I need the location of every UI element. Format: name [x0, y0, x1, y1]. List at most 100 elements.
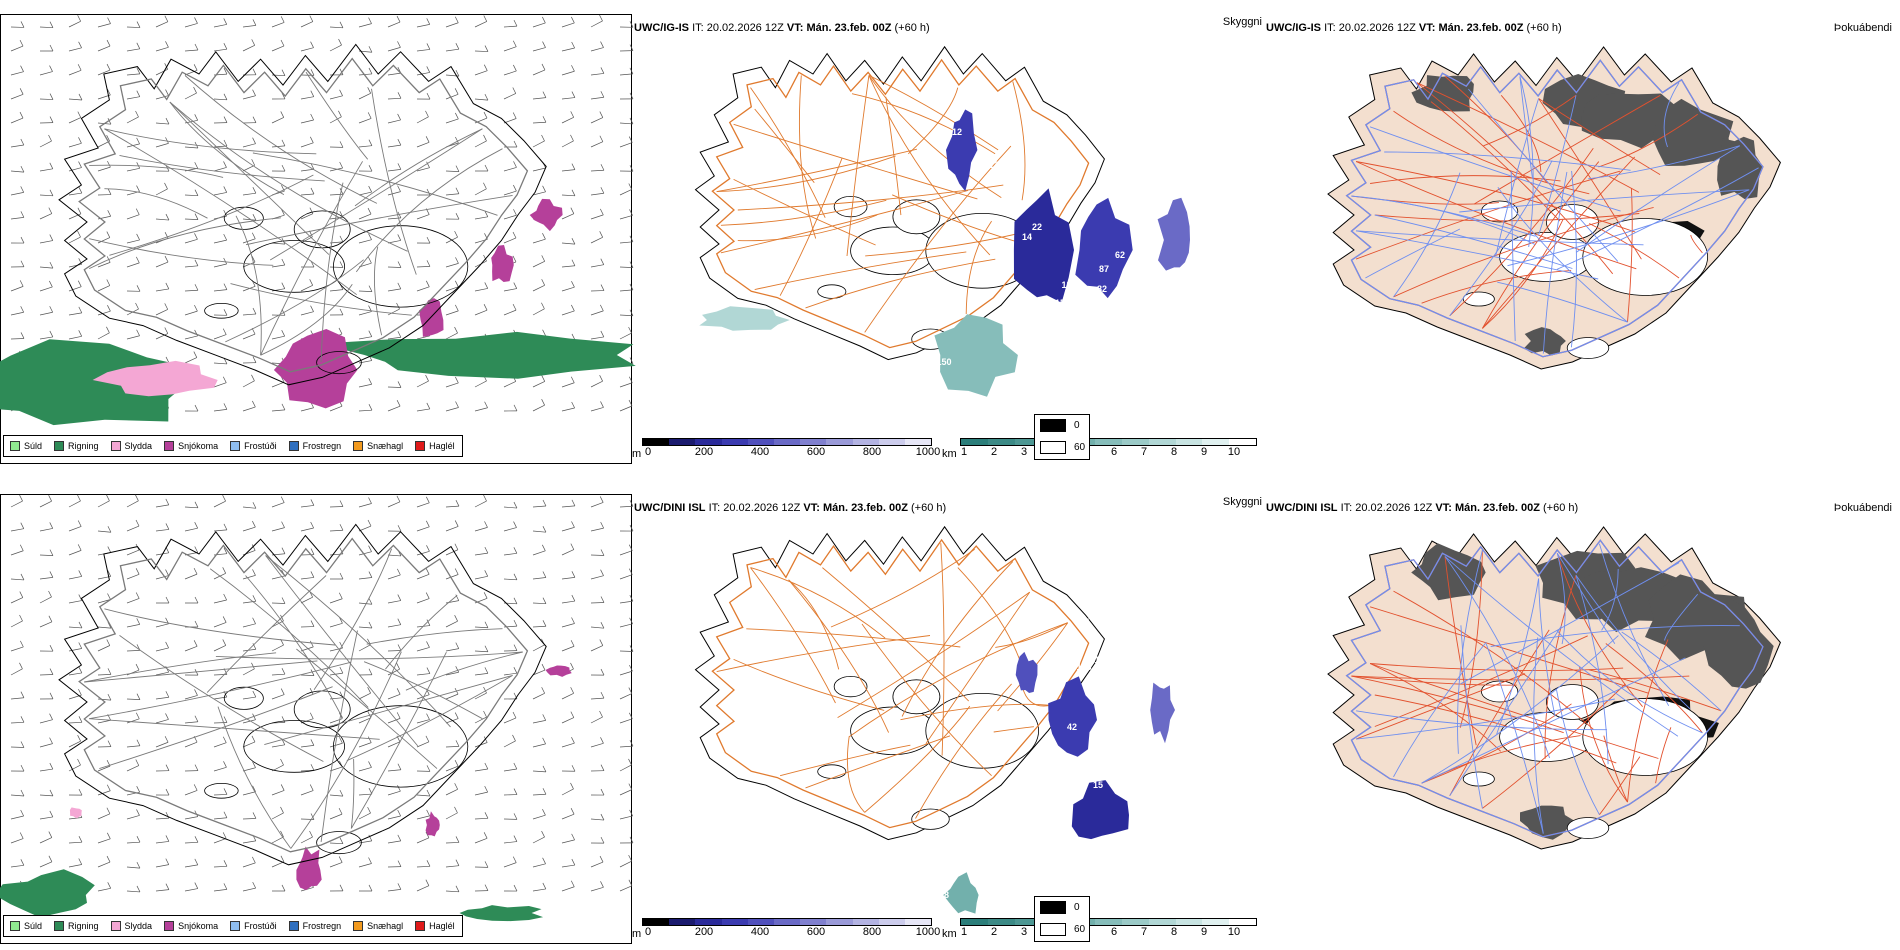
valid-time-label: VT:	[803, 502, 820, 514]
legend-swatch	[415, 441, 426, 451]
legend-swatch	[230, 921, 241, 931]
colorbar-cell	[826, 919, 853, 925]
low-cloudbase-area	[1150, 682, 1175, 744]
colorbar-cells	[642, 438, 932, 446]
low-visibility-area	[699, 306, 790, 331]
cloudbase-value-label: 17	[1012, 177, 1022, 187]
colorbar-cell	[1202, 439, 1230, 445]
legend-label: Rigning	[68, 441, 99, 451]
colorbar-cell	[721, 439, 748, 445]
legend-swatch	[353, 441, 364, 451]
model-name: UWC/DINI ISL	[634, 502, 706, 514]
colorbar-cell	[1229, 439, 1256, 445]
legend-label: Snjókoma	[178, 921, 219, 931]
cloudbase-colorbar: m 0 200 400 600 800 1000	[632, 918, 940, 940]
colorbar-tick-label: 800	[862, 446, 882, 458]
legend-item-súld: Súld	[10, 441, 42, 451]
legend-item-súld: Súld	[10, 921, 42, 931]
lead-time: (+60 h)	[1526, 22, 1562, 34]
visibility-colorbar: km12345678910	[942, 438, 1257, 460]
legend-swatch	[353, 921, 364, 931]
colorbar-cell	[643, 439, 670, 445]
model-name: UWC/DINI ISL	[1266, 502, 1338, 514]
legend-swatch	[10, 921, 20, 931]
cloudbase-value-label: 150	[936, 357, 951, 367]
low-cloudbase-area	[1157, 197, 1190, 271]
fog-index-legend: 0 60	[1034, 896, 1090, 942]
legend-item-haglél: Haglél	[415, 441, 455, 451]
cloudbase-value-label: 134	[1074, 617, 1089, 627]
cloudbase-value-label: 81	[1115, 759, 1125, 769]
legend-label: Rigning	[68, 921, 99, 931]
low-cloudbase-area	[1071, 780, 1129, 840]
fog-legend-item: 0	[1040, 901, 1080, 914]
colorbar-cell	[1175, 439, 1203, 445]
issue-time-label: IT:	[1324, 22, 1336, 34]
colorbar-cell	[961, 919, 988, 925]
colorbar-cell	[747, 919, 774, 925]
colorbar-tick-label: 8	[1170, 446, 1178, 458]
map-header: UWC/IG-IS IT: 20.02.2026 12Z VT: Mán. 23…	[634, 22, 930, 34]
legend-label: Haglél	[429, 921, 455, 931]
colorbar-tick-label: 400	[750, 446, 770, 458]
fog-index-panel: UWC/IG-IS IT: 20.02.2026 12Z VT: Mán. 23…	[1034, 0, 1900, 470]
colorbar-ticks: 0 200 400 600 800 1000	[642, 446, 940, 458]
colorbar-tick-label: 9	[1200, 926, 1208, 938]
valid-time-label: VT:	[1435, 502, 1452, 514]
legend-label: Snæhagl	[367, 921, 404, 931]
fog-legend-label: 0	[1074, 420, 1080, 431]
legend-label: Frostregn	[302, 441, 342, 451]
snow-area	[296, 846, 322, 891]
colorbar-cell	[773, 439, 801, 445]
low-cloudbase-area	[1075, 197, 1133, 299]
legend-swatch	[288, 921, 299, 931]
colorbar-cell	[878, 919, 905, 925]
legend-swatch	[288, 441, 299, 451]
cloudbase-visibility-map[interactable]: 12 12 9 22 62 87 82 21 135 15 136 150 29 65 17 14	[632, 30, 1262, 440]
cloudbase-value-label: 65	[1147, 262, 1157, 272]
fog-index-map[interactable]	[1262, 30, 1900, 440]
road-network	[1345, 539, 1764, 838]
colorbar-cells	[642, 918, 932, 926]
cloudbase-value-label: 29	[1095, 602, 1105, 612]
legend-item-frostregn: Frostregn	[288, 921, 341, 931]
cloudbase-visibility-map[interactable]: 134 133 168 130 75 42 81 15 95 28 29	[632, 510, 1262, 920]
sleet-area	[92, 360, 218, 397]
colorbar-tick-label: 0	[644, 926, 652, 938]
glacier-outlines	[817, 676, 1040, 830]
cloudbase-value-label: 168	[1094, 655, 1109, 665]
legend-swatch	[110, 921, 121, 931]
visibility-title: Skyggni	[1222, 496, 1262, 508]
cloudbase-value-label: 15	[1055, 298, 1065, 308]
colorbar-tick-label: 800	[862, 926, 882, 938]
legend-swatch	[415, 921, 426, 931]
colorbar-tick-label: 3	[1020, 926, 1028, 938]
fog-index-title: Þokuábendi	[1833, 22, 1892, 34]
colorbar-cell	[643, 919, 670, 925]
road-network	[1345, 59, 1764, 358]
issue-time-label: IT:	[1340, 502, 1353, 514]
snow-area	[529, 198, 563, 232]
fog-legend-label: 0	[1074, 902, 1080, 913]
colorbar-cell	[721, 919, 748, 925]
legend-item-snjókoma: Snjókoma	[164, 921, 218, 931]
colorbar-tick-label: 8	[1170, 926, 1178, 938]
colorbar-cell	[773, 919, 801, 925]
legend-swatch	[54, 441, 65, 451]
colorbar-cell	[904, 439, 932, 445]
issue-time-value: 20.02.2026 12Z	[1338, 22, 1416, 34]
colorbar-tick-label: 6	[1110, 926, 1118, 938]
colorbar-cell	[961, 439, 988, 445]
map-header: UWC/DINI ISL IT: 20.02.2026 12Z VT: Mán.…	[1266, 502, 1578, 514]
fog-index-map[interactable]	[1262, 510, 1900, 920]
lead-time: (+60 h)	[1543, 502, 1579, 514]
colorbar-tick-label: 400	[750, 926, 770, 938]
cloudbase-value-label: 12	[989, 160, 999, 170]
precip-type-map[interactable]: Súld Rigning Slydda Snjókoma Frostúði Frostre…	[0, 14, 636, 464]
fog-legend-item: 60	[1040, 441, 1085, 454]
precip-type-map[interactable]: Súld Rigning Slydda Snjókoma Frostúði Frostre…	[0, 494, 634, 944]
visibility-colorbar: km12345678910	[942, 918, 1257, 940]
colorbar-cell	[800, 919, 827, 925]
